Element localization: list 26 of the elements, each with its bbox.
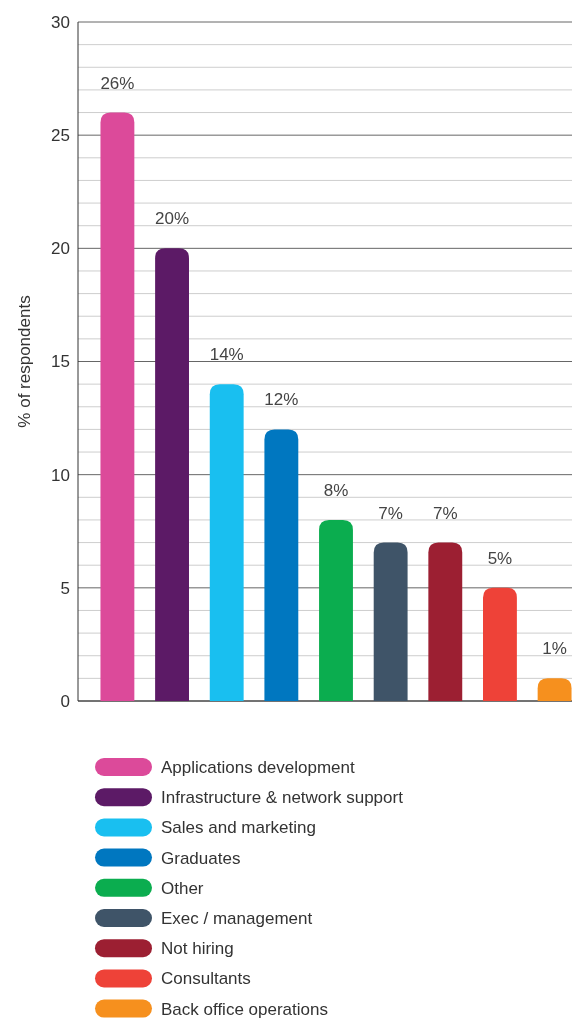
y-axis-title: % of respondents — [15, 295, 34, 428]
legend-label: Back office operations — [161, 999, 328, 1019]
legend-label: Not hiring — [161, 939, 234, 959]
y-tick-label: 15 — [51, 352, 70, 372]
legend-label: Sales and marketing — [161, 818, 316, 838]
data-label: 5% — [487, 548, 513, 568]
data-label: 8% — [323, 480, 349, 500]
legend-label: Exec / management — [161, 908, 313, 928]
legend-label: Infrastructure & network support — [161, 788, 404, 808]
data-label: 26% — [100, 73, 135, 93]
y-tick-label: 5 — [60, 578, 70, 598]
y-tick-label: 0 — [60, 691, 70, 711]
legend-label: Other — [161, 878, 204, 898]
legend-label: Applications development — [161, 757, 356, 777]
y-tick-label: 25 — [51, 126, 70, 146]
data-label: 12% — [264, 390, 299, 410]
data-label: 7% — [378, 503, 403, 523]
legend-label: Consultants — [161, 969, 251, 989]
data-label: 14% — [209, 345, 244, 365]
data-label: 1% — [542, 639, 567, 659]
y-tick-label: 10 — [51, 465, 70, 485]
data-label: 7% — [433, 503, 458, 523]
data-label: 20% — [155, 209, 190, 229]
legend-label: Graduates — [161, 848, 241, 868]
y-tick-label: 30 — [51, 12, 70, 32]
y-tick-label: 20 — [51, 239, 70, 259]
